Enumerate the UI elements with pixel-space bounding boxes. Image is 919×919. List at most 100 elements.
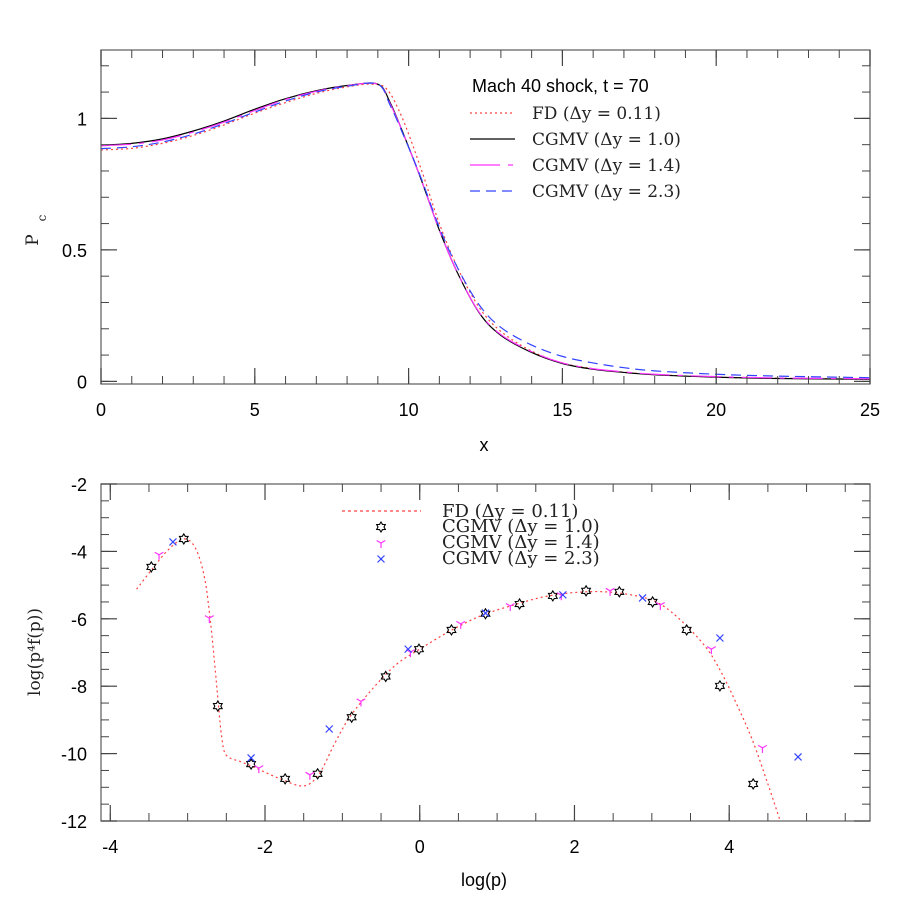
y-tick-label: -2 [71, 475, 87, 495]
top-frame [100, 49, 871, 385]
star-marker [514, 597, 525, 611]
tri-marker-icon [376, 539, 386, 548]
bottom-legend-item-fd: FD (Δy = 0.11) [342, 501, 578, 522]
star-marker [614, 585, 625, 598]
tri-marker [706, 646, 717, 655]
tri-marker [305, 771, 315, 780]
top-legend-title: Mach 40 shock, t = 70 [472, 76, 649, 96]
legend-label-cgmv-2-3: CGMV (Δy = 2.3) [532, 182, 681, 202]
y-tick-label: -4 [71, 542, 87, 562]
y-tick-label: 0 [77, 372, 87, 392]
bottom-legend-item-cgmv-2-3: CGMV (Δy = 2.3) [377, 548, 600, 569]
legend-label-fd: FD (Δy = 0.11) [532, 104, 661, 124]
star-marker [375, 520, 387, 534]
tri-marker [254, 765, 264, 774]
star-marker [547, 589, 559, 602]
star-marker [245, 758, 257, 771]
top-axis-ticks: 0 5 10 15 20 25 0 0.5 1 [62, 50, 880, 420]
y-tick-label: 1 [77, 109, 87, 129]
legend-label-cgmv-2-3: CGMV (Δy = 2.3) [442, 548, 600, 569]
star-marker [212, 700, 224, 713]
x-tick-label: 2 [569, 837, 579, 857]
x-tick-label: 0 [96, 400, 106, 420]
x-tick-label: 20 [706, 400, 726, 420]
x-marker [169, 538, 177, 546]
star-marker [279, 772, 291, 785]
bottom-plot-area [136, 532, 802, 821]
top-legend-item-cgmv-1-4: CGMV (Δy = 1.4) [470, 156, 681, 176]
bottom-legend-item-cgmv-1-4: CGMV (Δy = 1.4) [376, 532, 600, 553]
y-tick-label: -12 [61, 812, 87, 832]
star-marker [178, 532, 190, 545]
x-marker [481, 609, 490, 617]
x-marker [404, 645, 413, 654]
x-tick-label: 15 [552, 400, 572, 420]
star-marker [747, 777, 759, 790]
tri-marker [356, 698, 366, 707]
x-marker [325, 725, 334, 733]
star-marker [146, 560, 157, 573]
top-panel: 0 5 10 15 20 25 0 0.5 1 x P c Mach 40 shock, t =… [23, 49, 880, 455]
x-marker [794, 753, 802, 761]
y-tick-label: -8 [71, 677, 87, 697]
top-y-axis-title: P [23, 234, 43, 245]
tri-marker [505, 602, 515, 611]
star-marker [380, 670, 391, 683]
x-marker-icon [377, 555, 385, 563]
series-line [101, 82, 870, 379]
x-tick-label: -4 [102, 837, 118, 857]
x-marker [558, 590, 567, 599]
top-legend-item-fd: FD (Δy = 0.11) [470, 104, 661, 124]
bottom-x-axis-title: log(p) [461, 870, 507, 890]
x-marker [715, 634, 724, 642]
x-tick-label: 10 [399, 400, 419, 420]
series-line [101, 83, 870, 380]
x-tick-label: 4 [724, 837, 734, 857]
legend-label-cgmv-1-0: CGMV (Δy = 1.0) [532, 130, 681, 150]
top-legend: Mach 40 shock, t = 70 FD (Δy = 0.11) CGM… [470, 76, 681, 202]
bottom-panel: -4 -2 0 2 4 -12 -10 -8 -6 -4 -2 log(p) log(p⁴f(p))… [25, 475, 871, 890]
series-line [136, 538, 781, 821]
top-plot-area [101, 82, 870, 380]
tri-marker [605, 587, 615, 596]
bottom-legend: FD (Δy = 0.11) CGMV (Δy = 1.0) CGMV (Δy … [342, 501, 600, 569]
legend-label-cgmv-1-0: CGMV (Δy = 1.0) [442, 516, 600, 537]
top-y-axis-title-main: P [23, 234, 43, 245]
star-marker [580, 584, 592, 597]
bottom-axis-ticks: -4 -2 0 2 4 -12 -10 -8 -6 -4 -2 [61, 475, 870, 857]
legend-label-fd: FD (Δy = 0.11) [442, 501, 578, 522]
bottom-y-axis-title-text: log(p⁴f(p)) [25, 608, 45, 696]
star-marker [647, 595, 658, 608]
tri-marker [204, 615, 214, 624]
top-x-axis-title: x [480, 435, 489, 455]
tri-marker [376, 539, 386, 548]
star-marker [312, 767, 323, 780]
x-marker [638, 593, 647, 602]
bottom-legend-item-cgmv-1-0: CGMV (Δy = 1.0) [375, 516, 600, 537]
x-marker [247, 754, 256, 762]
y-tick-label: -6 [71, 610, 87, 630]
star-marker [413, 643, 425, 656]
x-tick-label: 0 [415, 837, 425, 857]
tri-marker [757, 744, 768, 753]
legend-label-cgmv-1-4: CGMV (Δy = 1.4) [532, 156, 681, 176]
x-marker [377, 555, 385, 563]
bottom-y-axis-title: log(p⁴f(p)) [25, 608, 45, 696]
star-marker [346, 711, 357, 724]
tri-marker [655, 601, 665, 610]
y-tick-label: -10 [61, 745, 87, 765]
star-marker-icon [375, 520, 387, 534]
legend-label-cgmv-1-4: CGMV (Δy = 1.4) [442, 532, 600, 553]
x-tick-label: 25 [860, 400, 880, 420]
star-marker [480, 607, 491, 620]
y-tick-label: 0.5 [62, 241, 87, 261]
x-tick-label: -2 [257, 837, 273, 857]
top-legend-item-cgmv-2-3: CGMV (Δy = 2.3) [470, 182, 681, 202]
x-tick-label: 5 [250, 400, 260, 420]
star-marker [714, 679, 726, 692]
top-legend-item-cgmv-1-0: CGMV (Δy = 1.0) [470, 130, 681, 150]
top-y-axis-title-sub: c [35, 214, 49, 221]
tri-marker [154, 551, 164, 560]
tri-marker [456, 620, 466, 629]
